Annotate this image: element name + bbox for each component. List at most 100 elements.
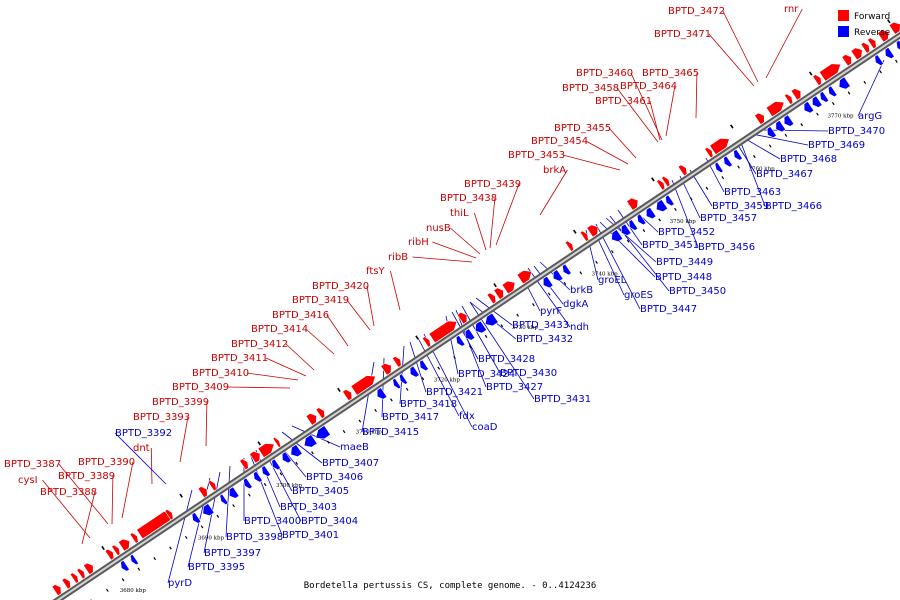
forward-gene-6-shape: [104, 548, 115, 561]
gene-label-brka: brkA: [543, 165, 566, 176]
gene-label-bptd-3447: BPTD_3447: [640, 304, 697, 315]
minor-tick: [484, 334, 488, 338]
reverse-gene-31: [636, 213, 647, 226]
reverse-gene-36: [723, 155, 733, 168]
minor-tick: [532, 303, 535, 307]
reverse-gene-34: [665, 194, 675, 207]
gene-label-bptd-3403: BPTD_3403: [280, 502, 337, 513]
forward-gene-37-shape: [677, 164, 688, 177]
forward-gene-5-shape: [83, 562, 94, 575]
reverse-gene-35-shape: [714, 161, 724, 174]
minor-tick: [295, 461, 299, 465]
reverse-gene-18: [398, 373, 409, 385]
forward-gene-42: [784, 93, 794, 105]
minor-tick: [500, 324, 504, 328]
leader-bptd-3420: [366, 285, 375, 327]
gene-label-bptd-3392: BPTD_3392: [115, 428, 172, 439]
forward-gene-23-shape: [391, 356, 402, 368]
reverse-gene-8: [243, 477, 253, 490]
reverse-gene-2: [120, 559, 130, 572]
leader-bptd-3411: [265, 357, 307, 377]
forward-gene-13-shape: [207, 479, 217, 492]
gene-label-bptd-3456: BPTD_3456: [698, 242, 755, 253]
leader-bptd-3453: [562, 154, 621, 171]
minor-tick: [263, 482, 267, 487]
forward-gene-24-shape: [421, 336, 432, 348]
minor-tick: [153, 557, 157, 561]
label-leaders: [42, 8, 885, 584]
reverse-gene-4-shape: [191, 512, 202, 524]
minor-tick: [895, 59, 898, 63]
forward-gene-47: [850, 47, 863, 61]
reverse-gene-47: [884, 46, 895, 60]
forward-gene-19: [315, 407, 326, 420]
gene-label-bptd-3390: BPTD_3390: [78, 457, 135, 468]
forward-gene-19-shape: [315, 407, 326, 420]
minor-tick: [579, 271, 583, 275]
reverse-gene-15-shape: [315, 425, 331, 440]
minor-tick: [421, 377, 425, 381]
minor-tick: [863, 80, 867, 85]
reverse-gene-45-shape: [838, 76, 851, 90]
gene-label-bptd-3416: BPTD_3416: [272, 310, 329, 321]
reverse-gene-46-shape: [874, 54, 885, 66]
leader-bptd-3454: [585, 140, 629, 165]
reverse-gene-27-shape: [562, 263, 572, 276]
minor-tick: [768, 144, 772, 148]
gene-label-ribh: ribH: [408, 237, 429, 248]
tick-label-3690-kbp: 3690 kbp: [198, 536, 225, 542]
forward-gene-9: [129, 532, 139, 544]
forward-gene-22: [380, 362, 392, 376]
gene-label-bptd-3420: BPTD_3420: [312, 281, 369, 292]
minor-tick: [405, 387, 409, 391]
reverse-gene-20-shape: [419, 359, 429, 372]
forward-gene-14: [239, 458, 249, 471]
forward-gene-21-shape: [350, 375, 376, 396]
reverse-gene-40-shape: [783, 114, 795, 127]
leader-bptd-3421: [409, 341, 427, 393]
gene-label-thil: thiL: [450, 208, 469, 219]
reverse-gene-32-shape: [645, 206, 657, 220]
forward-gene-34: [626, 197, 639, 211]
forward-gene-12-shape: [197, 486, 208, 499]
reverse-gene-20: [419, 359, 429, 372]
reverse-gene-19-shape: [409, 365, 420, 378]
reverse-gene-35: [714, 161, 724, 174]
forward-gene-27-shape: [486, 292, 497, 305]
forward-gene-8-shape: [117, 538, 130, 552]
forward-gene-31: [564, 240, 574, 252]
gene-label-dnt: dnt: [133, 443, 150, 454]
gene-label-bptd-3428: BPTD_3428: [478, 354, 535, 365]
minor-tick: [847, 91, 851, 95]
gene-label-bptd-3459: BPTD_3459: [712, 201, 769, 212]
reverse-gene-32: [645, 206, 657, 220]
gene-label-bptd-3452: BPTD_3452: [658, 227, 715, 238]
reverse-gene-11: [271, 458, 282, 471]
gene-label-bptd-3472: BPTD_3472: [668, 6, 725, 17]
leader-bptd-3471: [708, 33, 755, 87]
gene-label-bptd-3464: BPTD_3464: [620, 81, 677, 92]
reverse-gene-3: [129, 553, 140, 566]
reverse-gene-46: [874, 54, 885, 66]
forward-gene-17: [272, 436, 282, 449]
reverse-gene-17: [392, 377, 402, 390]
minor-tick: [437, 366, 441, 370]
tick-label-3710-kbp: 3710 kbp: [356, 430, 383, 436]
reverse-gene-36-shape: [723, 155, 733, 168]
major-tick: [101, 545, 105, 551]
gene-label-bptd-3455: BPTD_3455: [554, 123, 611, 134]
minor-tick: [737, 165, 740, 169]
tick-label-3750-kbp: 3750 kbp: [670, 219, 697, 225]
gene-label-groes: groES: [624, 290, 653, 301]
gene-label-bptd-3449: BPTD_3449: [656, 257, 713, 268]
reverse-gene-21: [455, 334, 466, 347]
forward-gene-25: [428, 320, 458, 344]
reverse-gene-39-shape: [775, 119, 787, 133]
gene-label-bptd-3451: BPTD_3451: [642, 240, 699, 251]
reverse-gene-43-shape: [819, 90, 830, 103]
reverse-gene-10-shape: [261, 465, 272, 477]
leader-bptd-3416: [326, 314, 349, 347]
reverse-gene-39: [775, 119, 787, 133]
minor-tick: [390, 398, 393, 402]
reverse-gene-33: [655, 199, 669, 212]
